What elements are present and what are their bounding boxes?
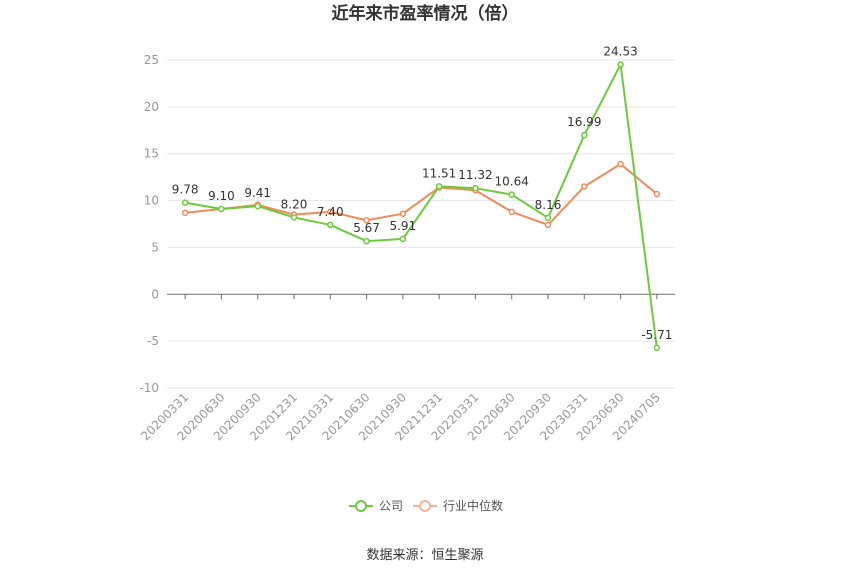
legend-item-industry-median[interactable]: 行业中位数 — [413, 498, 503, 513]
data-label-company: 11.51 — [422, 166, 456, 180]
data-label-company: 9.10 — [208, 189, 235, 203]
data-label-company: 9.78 — [172, 183, 199, 197]
data-label-company: 24.53 — [603, 44, 637, 58]
data-point-company — [617, 61, 624, 68]
y-tick-label: -10 — [139, 381, 159, 395]
data-point-industry-median — [617, 160, 624, 168]
y-tick-label: 15 — [144, 147, 159, 161]
data-point-industry-median — [399, 210, 407, 217]
legend-label-company: 公司 — [379, 499, 403, 513]
legend-marker-industry-median — [419, 500, 431, 512]
data-labels: 9.78 9.10 9.41 8.20 7.40 5.67 5.91 11.51 11.32 10… — [172, 44, 673, 341]
legend-marker-company — [355, 500, 367, 512]
chart-title: 近年来市盈率情况（倍） — [332, 3, 519, 24]
series-group — [181, 61, 661, 352]
data-label-company: 8.20 — [281, 197, 308, 211]
data-label-company: 5.67 — [353, 221, 380, 235]
data-point-company — [472, 184, 479, 192]
data-point-company — [181, 199, 189, 206]
y-axis: 25 20 15 10 5 0 -5 -10 — [139, 53, 159, 395]
legend: 公司 行业中位数 — [349, 498, 503, 513]
data-point-company — [399, 235, 407, 243]
y-tick-label: 10 — [144, 194, 159, 208]
series-line-industry-median — [185, 163, 658, 226]
data-point-company — [363, 237, 370, 245]
data-point-company — [327, 221, 334, 229]
data-label-company: 7.40 — [317, 205, 344, 219]
data-point-company — [544, 214, 552, 222]
legend-label-industry-median: 行业中位数 — [443, 498, 503, 513]
data-point-company — [254, 202, 261, 210]
data-point-industry-median — [581, 183, 588, 190]
y-tick-label: 0 — [151, 287, 159, 301]
series-line-company — [184, 63, 658, 348]
data-point-industry-median — [327, 208, 334, 216]
data-point-company — [290, 214, 298, 221]
data-label-company: 10.64 — [495, 175, 529, 189]
data-label-company: 9.41 — [244, 186, 271, 200]
data-point-company — [218, 205, 225, 213]
data-point-company — [581, 131, 588, 139]
data-label-company: -5.71 — [641, 328, 672, 342]
data-point-industry-median — [653, 190, 661, 198]
data-point-industry-median — [508, 208, 515, 216]
y-tick-label: -5 — [147, 334, 159, 348]
data-point-industry-median — [181, 209, 189, 217]
legend-item-company[interactable]: 公司 — [349, 499, 403, 513]
data-point-company — [435, 183, 443, 190]
data-label-company: 11.32 — [458, 168, 492, 182]
y-tick-label: 25 — [144, 53, 159, 67]
data-label-company: 8.16 — [535, 198, 562, 212]
data-label-company: 16.99 — [567, 115, 601, 129]
data-point-industry-median — [363, 217, 370, 224]
data-source: 数据来源：恒生聚源 — [366, 548, 483, 563]
data-point-company — [653, 344, 661, 352]
gridlines — [167, 59, 675, 389]
y-tick-label: 5 — [151, 240, 159, 254]
y-tick-label: 20 — [144, 100, 159, 114]
data-point-industry-median — [544, 221, 552, 229]
data-point-company — [508, 191, 515, 198]
data-label-company: 5.91 — [389, 219, 416, 233]
x-axis: 2020033120200630202009302020123120210331… — [138, 293, 675, 443]
